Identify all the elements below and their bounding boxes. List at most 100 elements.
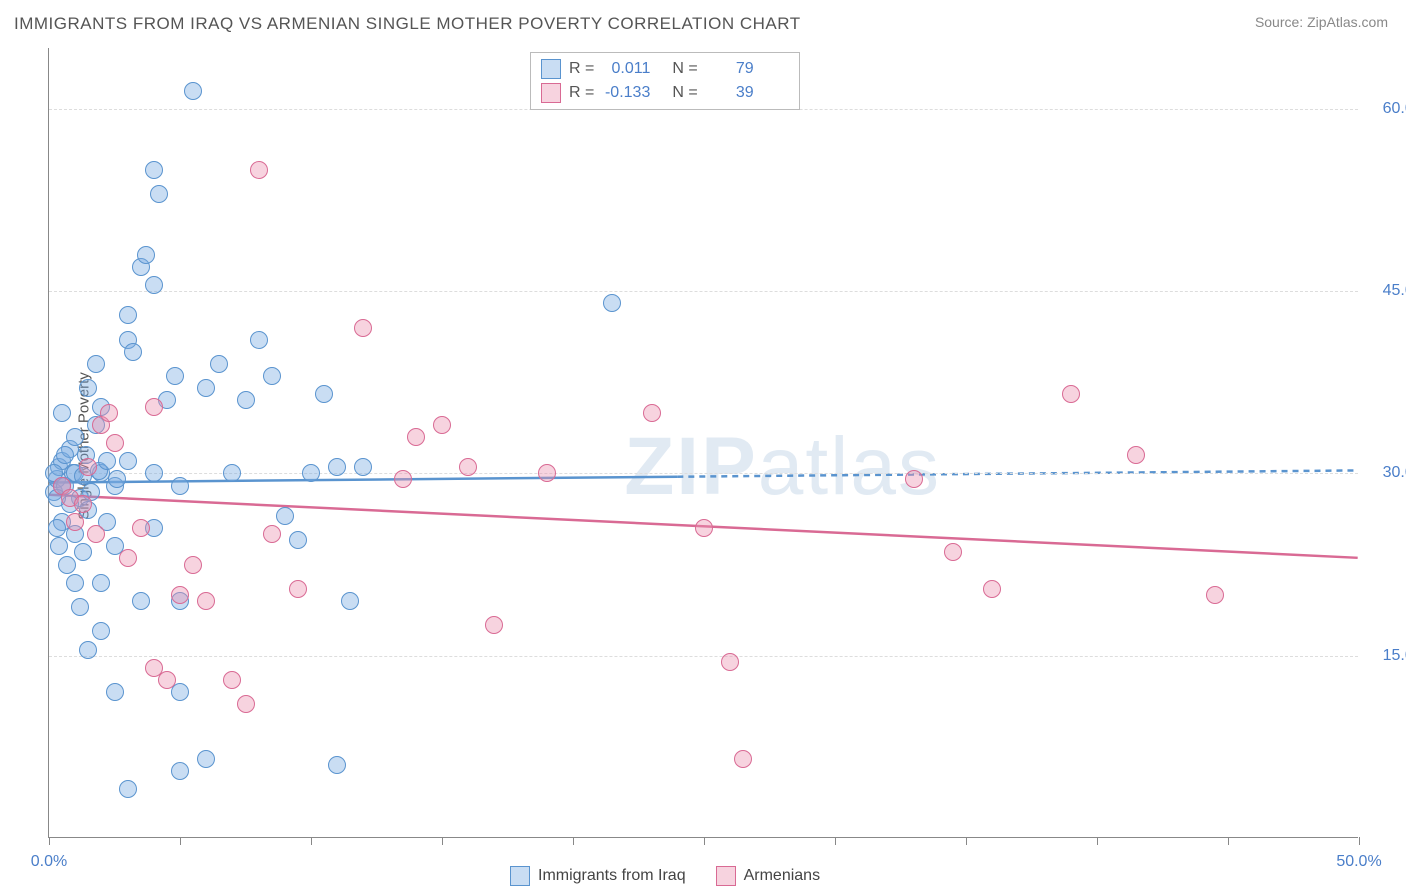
marker-armenian bbox=[197, 592, 215, 610]
r-label: R = bbox=[569, 84, 594, 102]
marker-armenian bbox=[87, 525, 105, 543]
chart-container: { "title": "IMMIGRANTS FROM IRAQ VS ARME… bbox=[0, 0, 1406, 892]
legend-series: Immigrants from Iraq Armenians bbox=[510, 866, 820, 886]
marker-armenian bbox=[721, 653, 739, 671]
x-tick bbox=[1228, 837, 1229, 845]
marker-iraq bbox=[79, 379, 97, 397]
x-tick bbox=[442, 837, 443, 845]
marker-iraq bbox=[171, 762, 189, 780]
marker-iraq bbox=[603, 294, 621, 312]
legend-label-iraq: Immigrants from Iraq bbox=[538, 867, 686, 885]
marker-iraq bbox=[53, 404, 71, 422]
marker-armenian bbox=[289, 580, 307, 598]
trend-solid-iraq bbox=[49, 477, 677, 483]
marker-iraq bbox=[354, 458, 372, 476]
marker-armenian bbox=[100, 404, 118, 422]
gridline-horizontal bbox=[49, 656, 1358, 657]
legend-stats-row-iraq: R =0.011N =79 bbox=[541, 57, 789, 81]
marker-iraq bbox=[124, 343, 142, 361]
marker-armenian bbox=[263, 525, 281, 543]
marker-armenian bbox=[106, 434, 124, 452]
marker-armenian bbox=[66, 513, 84, 531]
source-name: ZipAtlas.com bbox=[1307, 14, 1388, 30]
marker-iraq bbox=[276, 507, 294, 525]
x-tick bbox=[311, 837, 312, 845]
marker-armenian bbox=[695, 519, 713, 537]
marker-armenian bbox=[237, 695, 255, 713]
x-tick bbox=[966, 837, 967, 845]
marker-iraq bbox=[137, 246, 155, 264]
marker-armenian bbox=[184, 556, 202, 574]
marker-iraq bbox=[328, 458, 346, 476]
marker-iraq bbox=[58, 556, 76, 574]
y-tick-label: 45.0% bbox=[1368, 282, 1406, 300]
marker-iraq bbox=[150, 185, 168, 203]
marker-iraq bbox=[87, 355, 105, 373]
y-tick-label: 60.0% bbox=[1368, 100, 1406, 118]
marker-iraq bbox=[71, 598, 89, 616]
gridline-horizontal bbox=[49, 291, 1358, 292]
marker-iraq bbox=[74, 543, 92, 561]
marker-armenian bbox=[394, 470, 412, 488]
marker-armenian bbox=[158, 671, 176, 689]
marker-armenian bbox=[132, 519, 150, 537]
x-tick bbox=[835, 837, 836, 845]
marker-armenian bbox=[459, 458, 477, 476]
marker-armenian bbox=[1062, 385, 1080, 403]
y-tick-label: 30.0% bbox=[1368, 464, 1406, 482]
legend-item-armenian: Armenians bbox=[716, 866, 820, 886]
marker-armenian bbox=[1206, 586, 1224, 604]
n-value: 39 bbox=[706, 84, 754, 102]
x-tick bbox=[49, 837, 50, 845]
marker-iraq bbox=[119, 452, 137, 470]
legend-stats-row-armenian: R = -0.133 N = 39 bbox=[541, 81, 789, 105]
x-tick bbox=[180, 837, 181, 845]
marker-armenian bbox=[145, 398, 163, 416]
marker-iraq bbox=[92, 574, 110, 592]
legend-stats-box: R =0.011N =79R =-0.133N =39 bbox=[530, 52, 800, 110]
marker-iraq bbox=[50, 537, 68, 555]
x-tick-label: 0.0% bbox=[31, 853, 67, 871]
marker-armenian bbox=[485, 616, 503, 634]
marker-armenian bbox=[250, 161, 268, 179]
marker-iraq bbox=[184, 82, 202, 100]
marker-iraq bbox=[66, 428, 84, 446]
marker-armenian bbox=[354, 319, 372, 337]
marker-iraq bbox=[145, 161, 163, 179]
marker-iraq bbox=[341, 592, 359, 610]
marker-armenian bbox=[119, 549, 137, 567]
marker-iraq bbox=[166, 367, 184, 385]
marker-iraq bbox=[237, 391, 255, 409]
legend-item-iraq: Immigrants from Iraq bbox=[510, 866, 686, 886]
marker-armenian bbox=[538, 464, 556, 482]
marker-iraq bbox=[56, 446, 74, 464]
marker-armenian bbox=[643, 404, 661, 422]
marker-armenian bbox=[407, 428, 425, 446]
marker-iraq bbox=[79, 641, 97, 659]
marker-iraq bbox=[119, 306, 137, 324]
n-label: N = bbox=[672, 84, 697, 102]
marker-iraq bbox=[197, 379, 215, 397]
chart-title: IMMIGRANTS FROM IRAQ VS ARMENIAN SINGLE … bbox=[14, 14, 801, 34]
r-value: -0.133 bbox=[602, 84, 650, 102]
legend-swatch-iraq bbox=[541, 59, 561, 79]
marker-iraq bbox=[263, 367, 281, 385]
marker-iraq bbox=[119, 780, 137, 798]
marker-iraq bbox=[171, 477, 189, 495]
source-attribution: Source: ZipAtlas.com bbox=[1255, 14, 1388, 30]
x-tick bbox=[1359, 837, 1360, 845]
marker-armenian bbox=[171, 586, 189, 604]
legend-swatch-iraq bbox=[510, 866, 530, 886]
marker-iraq bbox=[132, 592, 150, 610]
marker-iraq bbox=[302, 464, 320, 482]
marker-armenian bbox=[223, 671, 241, 689]
marker-armenian bbox=[905, 470, 923, 488]
marker-armenian bbox=[734, 750, 752, 768]
marker-armenian bbox=[944, 543, 962, 561]
marker-iraq bbox=[98, 452, 116, 470]
marker-iraq bbox=[250, 331, 268, 349]
r-label: R = bbox=[569, 60, 594, 78]
n-label: N = bbox=[672, 60, 697, 78]
marker-iraq bbox=[328, 756, 346, 774]
marker-iraq bbox=[145, 464, 163, 482]
